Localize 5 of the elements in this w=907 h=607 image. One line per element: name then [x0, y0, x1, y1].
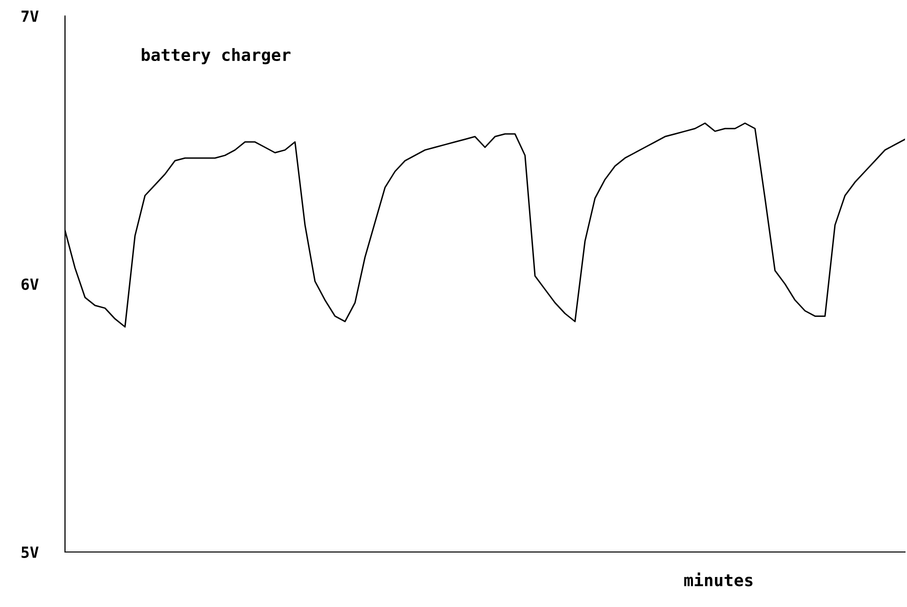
y-tick-label: 5V: [22, 546, 39, 558]
y-tick-label: 7V: [22, 10, 39, 22]
x-axis-title: minutes: [684, 572, 752, 586]
y-tick-label: 6V: [22, 278, 39, 290]
text: battery charger: [142, 48, 290, 64]
